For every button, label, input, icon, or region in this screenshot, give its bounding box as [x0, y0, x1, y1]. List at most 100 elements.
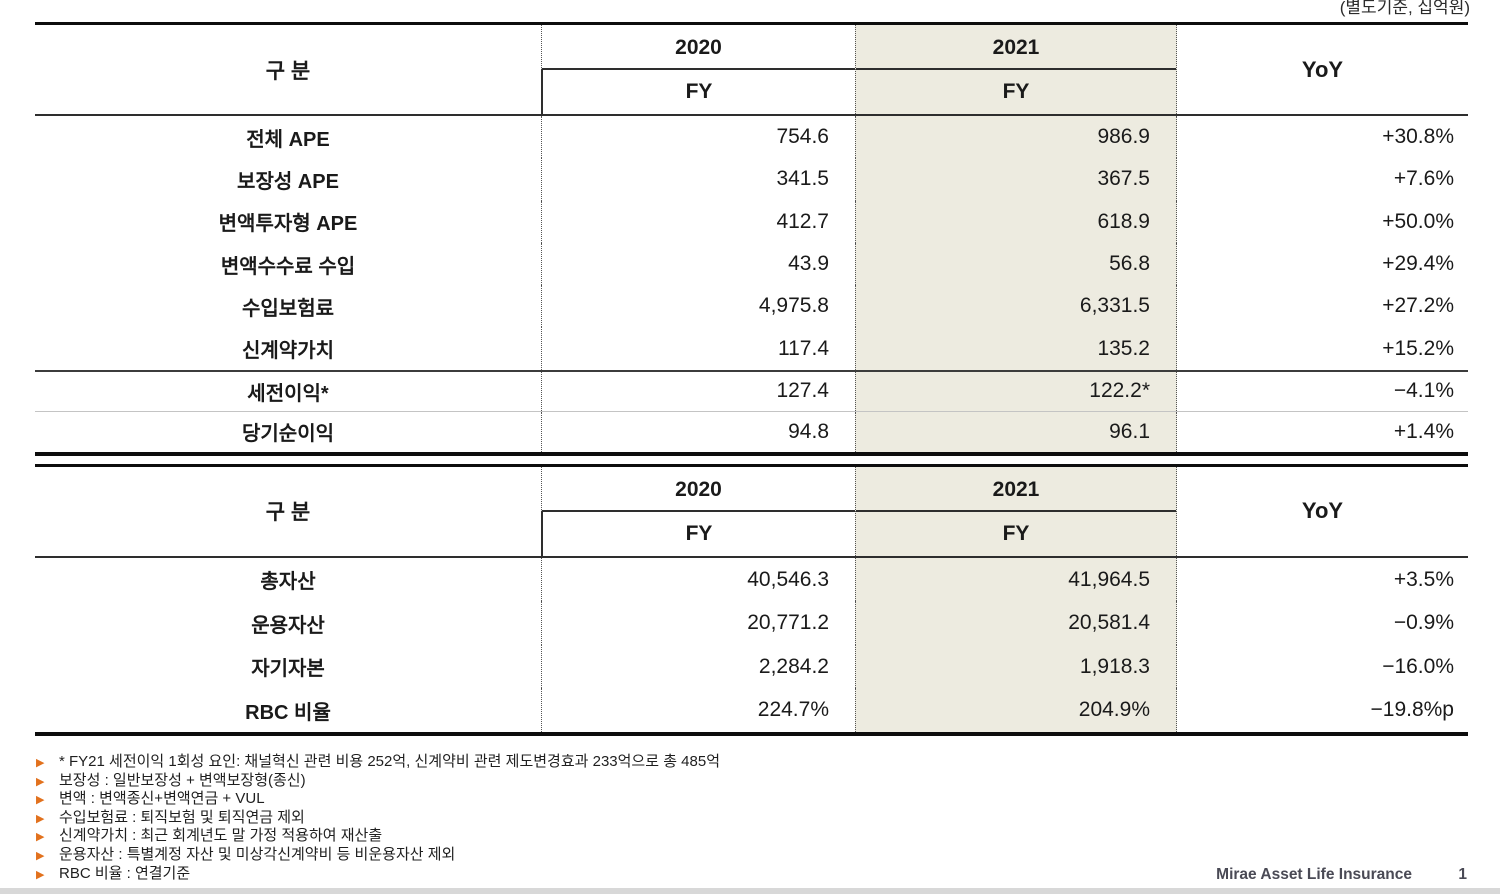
- value-2021: 986.9: [855, 116, 1177, 159]
- bullet-triangle-icon: ▶: [36, 831, 45, 844]
- value-yoy: −4.1%: [1393, 379, 1454, 403]
- footnote-text: 변액 : 변액종신+변액연금 + VUL: [59, 790, 265, 808]
- column-group-2020: 2020 FY: [541, 25, 855, 114]
- row-label: 자기자본: [251, 658, 325, 681]
- footnote-text: 신계약가치 : 최근 회계년도 말 가정 적용하여 재산출: [59, 827, 383, 845]
- row-label: 전체 APE: [246, 128, 330, 151]
- row-label: 세전이익*: [247, 382, 329, 405]
- value-2021: 20,581.4: [855, 601, 1177, 645]
- value-2020: 40,546.3: [541, 557, 855, 602]
- unit-note: (별도기준, 십억원): [1339, 0, 1470, 17]
- value-2020: 127.4: [541, 371, 855, 411]
- row-label: RBC 비율: [245, 701, 331, 724]
- value-2020: 2,284.2: [541, 644, 855, 689]
- value-2020: 341.5: [541, 158, 855, 201]
- value-2021: 135.2: [855, 327, 1177, 370]
- column-subheader-fy-2021: FY: [1002, 80, 1030, 103]
- column-subheader-fy-2020: FY: [541, 70, 855, 114]
- value-yoy: +50.0%: [1382, 209, 1454, 233]
- column-group-2020: 2020 FY: [541, 466, 855, 556]
- footnote-item: ▶ RBC 비율 : 연결기준: [36, 862, 720, 882]
- value-yoy: −16.0%: [1382, 654, 1454, 678]
- table-row-premium-income: 수입보험료 4,975.8 6,331.5 +27.2%: [35, 285, 1468, 328]
- footnote-text: RBC 비율 : 연결기준: [59, 864, 191, 882]
- table-header: 구 분 2020 FY 2021 FY YoY: [35, 466, 1468, 558]
- table-row-total-assets: 총자산 40,546.3 41,964.5 +3.5%: [35, 557, 1468, 602]
- bullet-triangle-icon: ▶: [36, 757, 45, 769]
- footer-company-name: Mirae Asset Life Insurance: [1216, 866, 1412, 883]
- table-row-protection-ape: 보장성 APE 341.5 367.5 +7.6%: [35, 158, 1468, 201]
- value-2021: 367.5: [855, 158, 1177, 201]
- footer-page-number: 1: [1458, 866, 1467, 883]
- footnote-text: 운용자산 : 특별계정 자산 및 미상각신계약비 등 비운용자산 제외: [59, 845, 456, 863]
- value-2021: 618.9: [855, 200, 1177, 243]
- table-row-variable-ape: 변액투자형 APE 412.7 618.9 +50.0%: [35, 200, 1468, 243]
- table-row-invested-assets: 운용자산 20,771.2 20,581.4 −0.9%: [35, 601, 1468, 645]
- footnote-item: ▶ * FY21 세전이익 1회성 요인: 채널혁신 관련 비용 252억, 신…: [36, 750, 720, 770]
- bullet-triangle-icon: ▶: [36, 849, 45, 862]
- value-yoy: +30.8%: [1382, 125, 1454, 149]
- value-yoy: +15.2%: [1382, 336, 1454, 360]
- financial-tables: 구 분 2020 FY 2021 FY YoY 전체 APE 754.6 986…: [35, 22, 1468, 736]
- table-row-new-business-value: 신계약가치 117.4 135.2 +15.2%: [35, 327, 1468, 370]
- footnote-item: ▶ 보장성 : 일반보장성 + 변액보장형(종신): [36, 769, 720, 789]
- value-2021: 41,964.5: [855, 557, 1177, 602]
- column-subheader-fy-2021: FY: [1002, 521, 1030, 545]
- column-header-category: 구 분: [265, 501, 311, 525]
- value-yoy: +7.6%: [1393, 167, 1454, 191]
- table-row-net-income: 당기순이익 94.8 96.1 +1.4%: [35, 410, 1468, 452]
- row-label: 보장성 APE: [237, 170, 339, 193]
- footer-divider-bar: [0, 888, 1500, 894]
- column-header-category: 구 분: [265, 59, 311, 83]
- row-label: 신계약가치: [242, 340, 334, 363]
- row-label: 수입보험료: [242, 297, 334, 320]
- bullet-triangle-icon: ▶: [36, 868, 45, 881]
- table-row-total-ape: 전체 APE 754.6 986.9 +30.8%: [35, 116, 1468, 159]
- table-row-variable-fee-income: 변액수수료 수입 43.9 56.8 +29.4%: [35, 242, 1468, 286]
- column-group-2021-highlighted: 2021 FY: [855, 25, 1177, 114]
- column-header-yoy: YoY: [1301, 498, 1344, 524]
- footnote-item: ▶ 운용자산 : 특별계정 자산 및 미상각신계약비 등 비운용자산 제외: [36, 843, 720, 863]
- value-2020: 224.7%: [541, 688, 855, 732]
- row-label: 변액투자형 APE: [218, 213, 358, 236]
- value-yoy: −0.9%: [1393, 611, 1454, 635]
- footnote-text: 수입보험료 : 퇴직보험 및 퇴직연금 제외: [59, 808, 305, 826]
- footnote-text: 보장성 : 일반보장성 + 변액보장형(종신): [59, 771, 306, 789]
- column-group-2021-highlighted: 2021 FY: [855, 466, 1177, 556]
- table-income-metrics: 구 분 2020 FY 2021 FY YoY 전체 APE 754.6 986…: [35, 22, 1468, 456]
- table-header: 구 분 2020 FY 2021 FY YoY: [35, 25, 1468, 116]
- table-row-rbc-ratio: RBC 비율 224.7% 204.9% −19.8%p: [35, 688, 1468, 732]
- value-2021: 96.1: [855, 411, 1177, 452]
- value-2020: 117.4: [541, 327, 855, 370]
- value-yoy: +3.5%: [1393, 567, 1454, 591]
- table-balance-metrics: 구 분 2020 FY 2021 FY YoY 총자산 40,546.3 41,…: [35, 463, 1468, 736]
- column-header-2021: 2021: [856, 467, 1176, 512]
- row-label: 총자산: [260, 571, 316, 594]
- table-row-shareholders-equity: 자기자본 2,284.2 1,918.3 −16.0%: [35, 644, 1468, 689]
- column-header-2021: 2021: [856, 25, 1176, 70]
- bullet-triangle-icon: ▶: [36, 775, 45, 788]
- row-label: 당기순이익: [242, 423, 334, 446]
- value-2021: 204.9%: [855, 688, 1177, 732]
- value-yoy: +27.2%: [1382, 294, 1454, 318]
- footnote-item: ▶ 신계약가치 : 최근 회계년도 말 가정 적용하여 재산출: [36, 824, 720, 845]
- column-header-2020: 2020: [541, 25, 855, 70]
- row-label: 변액수수료 수입: [220, 255, 356, 278]
- column-header-2020: 2020: [541, 466, 855, 512]
- bullet-triangle-icon: ▶: [36, 812, 45, 825]
- value-2021: 6,331.5: [855, 285, 1177, 328]
- column-subheader-fy-2020: FY: [541, 511, 855, 556]
- bullet-triangle-icon: ▶: [36, 794, 45, 807]
- value-yoy: −19.8%p: [1370, 698, 1455, 722]
- footnote-item: ▶ 수입보험료 : 퇴직보험 및 퇴직연금 제외: [36, 806, 720, 826]
- footnote-item: ▶ 변액 : 변액종신+변액연금 + VUL: [36, 787, 720, 808]
- table-row-pretax-profit: 세전이익* 127.4 122.2* −4.1%: [35, 369, 1468, 411]
- value-2021: 122.2*: [855, 371, 1177, 411]
- value-2020: 94.8: [541, 411, 855, 452]
- value-2020: 20,771.2: [541, 601, 855, 645]
- value-2020: 43.9: [541, 242, 855, 286]
- value-2021: 1,918.3: [855, 644, 1177, 689]
- value-yoy: +29.4%: [1382, 252, 1454, 276]
- value-2020: 754.6: [541, 116, 855, 159]
- footnotes: ▶ * FY21 세전이익 1회성 요인: 채널혁신 관련 비용 252억, 신…: [36, 750, 720, 882]
